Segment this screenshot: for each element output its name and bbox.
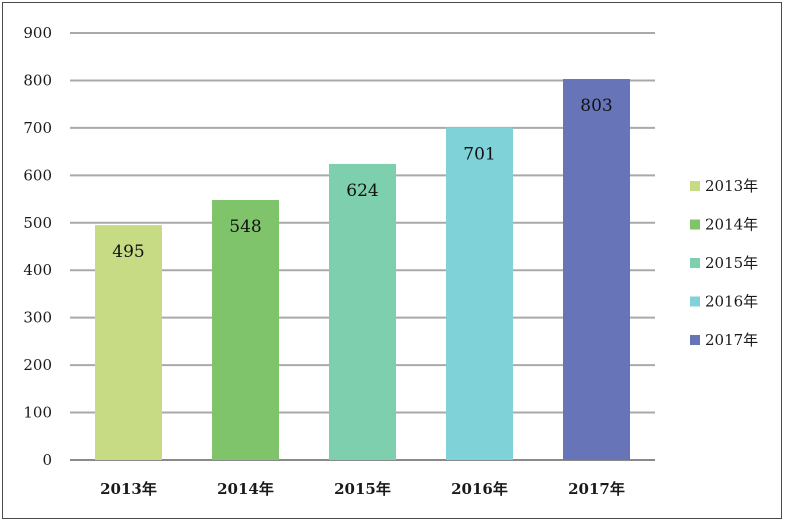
bar-2017 — [563, 79, 630, 460]
x-axis-labels: 2013年 2014年 2015年 2016年 2017年 — [100, 480, 625, 498]
y-tick-label: 100 — [23, 404, 52, 422]
data-label: 495 — [112, 242, 144, 262]
legend-label: 2015年 — [705, 254, 758, 272]
bar-2016 — [446, 127, 513, 461]
data-label: 624 — [346, 181, 378, 201]
y-tick-label: 300 — [23, 309, 52, 327]
y-tick-label: 800 — [23, 71, 52, 89]
bar-2014 — [212, 200, 279, 460]
legend-swatch — [690, 296, 700, 307]
legend-label: 2016年 — [705, 293, 758, 311]
bars — [95, 79, 630, 461]
y-tick-label: 200 — [23, 356, 52, 374]
y-tick-label: 500 — [23, 214, 52, 232]
legend-label: 2014年 — [705, 216, 758, 234]
legend-label: 2017年 — [705, 331, 758, 349]
y-tick-label: 600 — [23, 166, 52, 184]
x-category-label: 2015年 — [334, 480, 391, 498]
legend: 2013年 2014年 2015年 2016年 2017年 — [690, 177, 758, 349]
data-label: 803 — [580, 96, 612, 116]
legend-swatch — [690, 258, 700, 268]
y-tick-label: 700 — [23, 119, 52, 137]
x-category-label: 2017年 — [568, 480, 625, 498]
data-labels: 495 548 624 701 803 — [112, 96, 612, 262]
bar-2015 — [329, 163, 396, 461]
y-tick-label: 0 — [42, 451, 52, 469]
y-axis-ticks: 0 100 200 300 400 500 600 700 800 900 — [23, 24, 52, 469]
x-category-label: 2016年 — [451, 480, 508, 498]
y-tick-label: 900 — [23, 24, 52, 42]
data-label: 701 — [463, 144, 495, 164]
legend-swatch — [690, 335, 700, 345]
data-label: 548 — [229, 217, 261, 237]
legend-label: 2013年 — [705, 177, 758, 195]
legend-swatch — [690, 219, 700, 230]
gridlines — [70, 32, 655, 461]
x-category-label: 2013年 — [100, 480, 157, 498]
legend-swatch — [690, 181, 700, 191]
x-category-label: 2014年 — [217, 480, 274, 498]
bar-2013 — [95, 225, 162, 460]
y-tick-label: 400 — [23, 261, 52, 279]
